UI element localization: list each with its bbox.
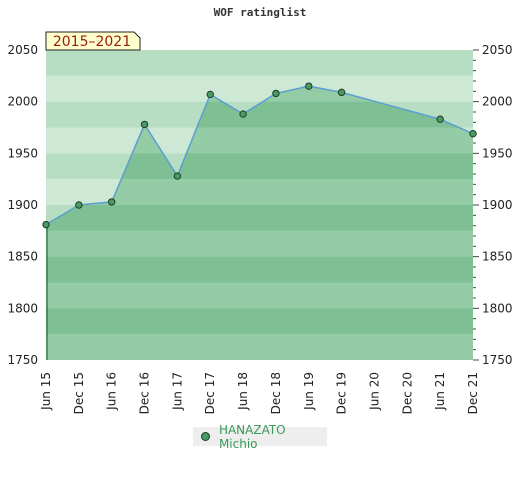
series-area [46,86,473,361]
x-axis: Jun 15 Dec 15 Jun 16 Dec 16 Jun 17 Dec 17 Jun … [39,372,480,414]
y-tick-right: 1800 [482,301,513,315]
y-tick-left: 1950 [7,146,38,160]
x-tick-label: Jun 19 [302,372,316,411]
band [46,75,473,102]
band [46,256,473,283]
band [46,308,473,335]
y-tick-left: 1800 [7,301,38,315]
x-tick-label: Jun 16 [105,372,119,411]
x-tick-label: Dec 21 [466,372,480,414]
data-point [469,130,477,138]
band [46,205,473,231]
data-point [305,82,313,90]
y-tick-left: 1750 [7,353,38,367]
legend: HANAZATO Michio [193,423,327,451]
y-tick-right: 1750 [482,353,513,367]
x-tick-label: Jun 20 [367,372,381,411]
legend-marker [201,432,210,441]
band [46,153,473,180]
band [46,50,473,76]
band [46,127,473,154]
y-axis-left: 1750 1800 1850 1900 1950 2000 2050 [7,43,38,367]
x-tick-label: Jun 18 [236,372,250,411]
x-tick-label: Jun 17 [170,372,184,411]
area-band [46,256,473,283]
band [46,179,473,205]
data-point [173,172,182,180]
x-tick-label: Jun 15 [39,372,53,411]
x-tick-label: Dec 17 [203,372,217,414]
data-point [75,201,83,209]
x-tick-label: Dec 19 [335,372,349,414]
data-point [206,90,214,99]
band [46,282,473,309]
y-tick-left: 1850 [7,250,38,264]
data-point [436,115,444,123]
data-point [140,120,149,129]
data-points [42,82,477,229]
x-tick-label: Jun 21 [433,372,447,411]
y-tick-right: 2050 [482,43,513,57]
data-point [239,110,247,118]
data-point [272,89,280,98]
x-tick-label: Dec 20 [400,372,414,414]
y-tick-right: 1950 [482,146,513,160]
data-point [42,220,50,229]
y-tick-right: 1900 [482,198,513,212]
period-badge: 2015–2021 [45,31,141,51]
y-tick-left: 2000 [7,95,38,109]
y-tick-right: 2000 [482,95,513,109]
background-bands [46,50,473,360]
y-axis-right: 1750 1800 1850 1900 1950 2000 2050 [473,43,513,367]
band [46,230,473,257]
x-tick-label: Dec 15 [72,372,86,414]
data-point [107,198,116,206]
y-tick-left: 1900 [7,198,38,212]
period-badge-text: 2015–2021 [53,34,131,50]
band [46,101,473,128]
x-tick-label: Dec 16 [138,372,152,414]
x-tick-label: Dec 18 [269,372,283,414]
legend-label: HANAZATO Michio [218,422,286,451]
y-tick-left: 2050 [7,43,38,57]
chart-title: WOF ratinglist [214,6,307,19]
area-band [46,205,473,231]
series-line [45,85,474,226]
y-tick-right: 1850 [482,250,513,264]
band [46,334,473,360]
data-point [337,88,346,97]
area-band [46,308,473,335]
